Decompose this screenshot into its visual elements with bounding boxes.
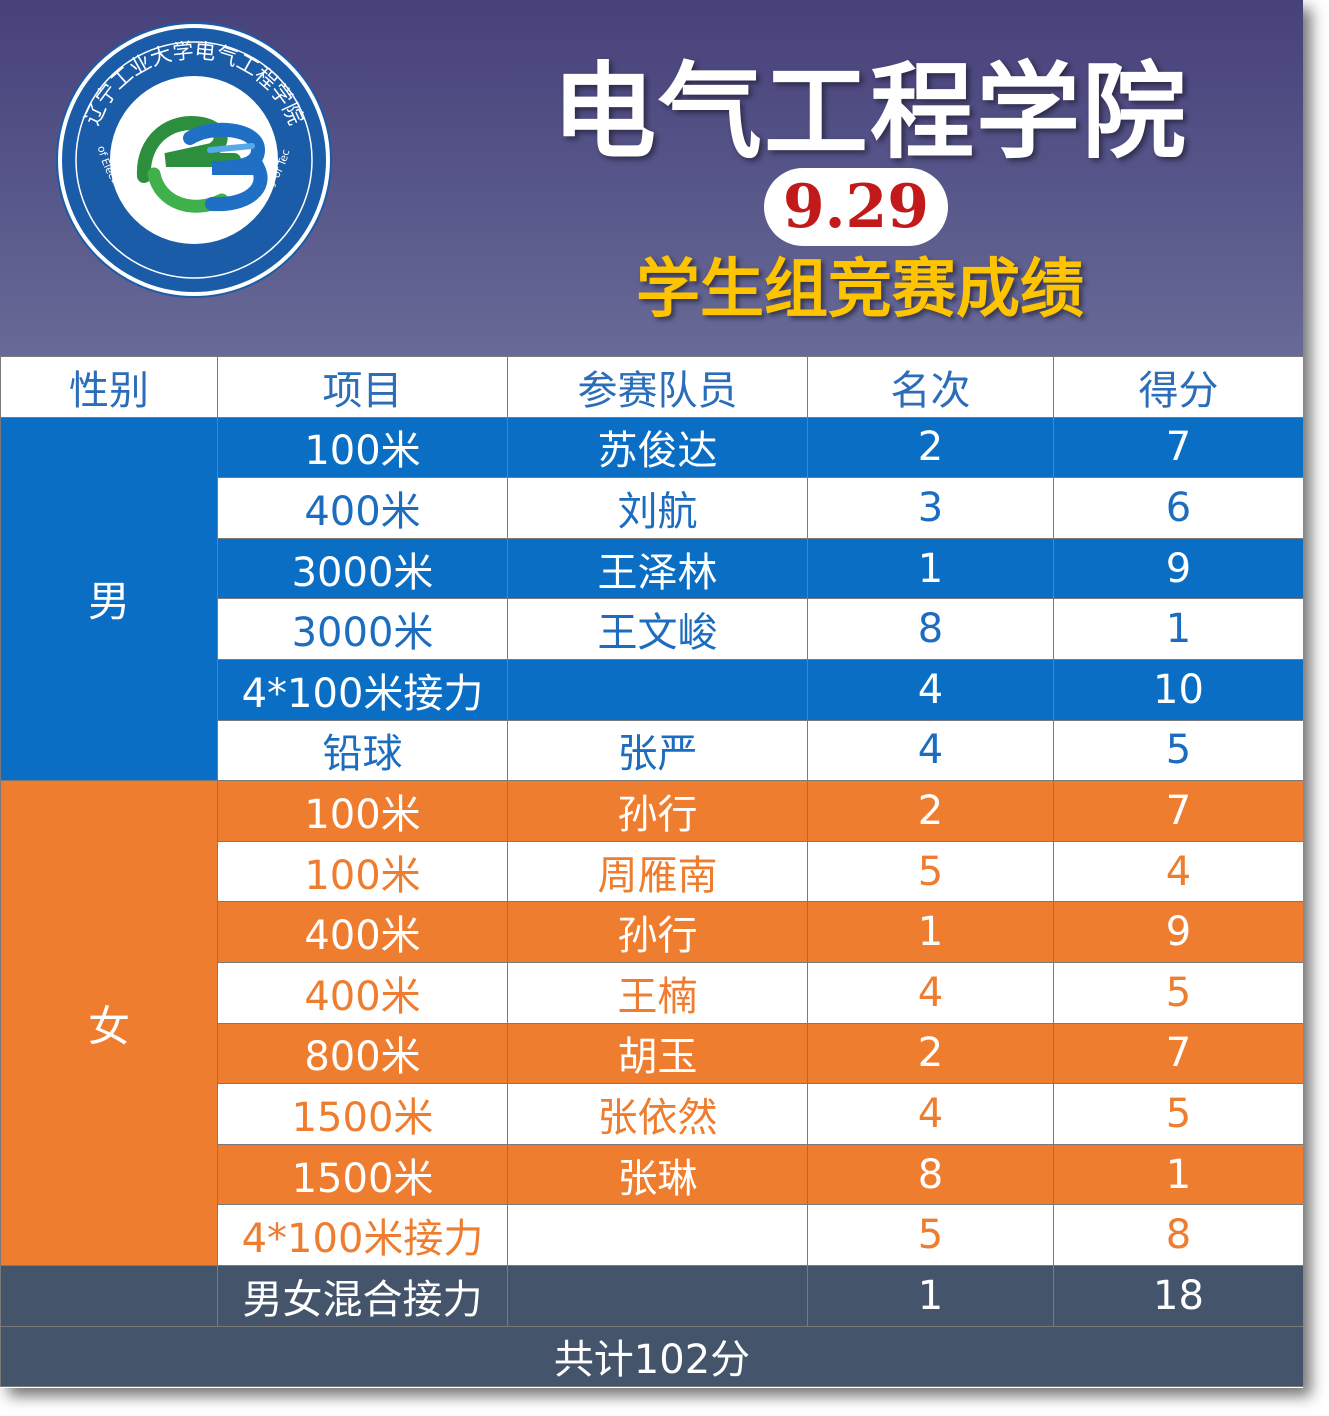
rank-cell: 1 [807, 537, 1054, 600]
rank-cell: 4 [807, 658, 1054, 721]
column-header-gender: 性别 [0, 356, 218, 418]
event-cell: 400米 [217, 477, 508, 539]
score-cell: 9 [1053, 537, 1303, 600]
athlete-cell: 苏俊达 [507, 416, 808, 479]
page-subtitle: 学生组竞赛成绩 [636, 253, 1084, 327]
athlete-cell: 刘航 [507, 477, 808, 539]
table-row: 女 100米 孙行 2 7 [0, 780, 1303, 1266]
rank-cell: 4 [807, 961, 1054, 1024]
event-cell: 男女混合接力 [217, 1264, 508, 1327]
table-row: 男 100米 苏俊达 2 7 [0, 416, 1303, 782]
athlete-cell: 王楠 [507, 961, 808, 1024]
column-header-event: 项目 [217, 356, 508, 418]
athlete-cell: 孙行 [507, 780, 808, 842]
ee-logo-icon: 辽宁工业大学电气工程学院 School of Electrical Engine… [62, 28, 313, 279]
rank-cell: 8 [807, 598, 1054, 660]
score-cell: 18 [1053, 1264, 1303, 1327]
athlete-cell [507, 1264, 808, 1327]
event-cell: 4*100米接力 [217, 658, 508, 721]
table-row: 1500米 张琳 8 1 [1, 1143, 1303, 1206]
event-cell: 100米 [217, 416, 508, 479]
score-cell: 1 [1053, 1143, 1303, 1206]
athlete-cell: 张严 [507, 719, 808, 782]
event-cell: 3000米 [217, 537, 508, 600]
header-banner: 辽宁工业大学电气工程学院 School of Electrical Engine… [0, 0, 1303, 356]
event-cell: 3000米 [217, 598, 508, 660]
score-cell: 5 [1053, 719, 1303, 782]
column-header-athlete: 参赛队员 [507, 356, 808, 418]
rank-cell: 1 [807, 901, 1054, 963]
athlete-cell: 张依然 [507, 1083, 808, 1145]
event-cell: 铅球 [217, 719, 508, 782]
results-table: 性别 项目 参赛队员 名次 得分 男 100米 苏俊达 2 7 400米 刘航 … [0, 356, 1303, 1388]
table-row: 100米 周雁南 5 4 [1, 840, 1303, 903]
rank-cell: 5 [807, 840, 1054, 903]
athlete-cell: 胡玉 [507, 1022, 808, 1085]
table-row: 400米 王楠 4 5 [1, 961, 1303, 1024]
event-cell: 100米 [217, 840, 508, 903]
score-cell: 1 [1053, 598, 1303, 660]
athlete-cell: 王文峻 [507, 598, 808, 660]
gender-cell-female: 女 [0, 780, 218, 1266]
event-cell: 400米 [217, 901, 508, 963]
event-cell: 1500米 [217, 1143, 508, 1206]
athlete-cell: 王泽林 [507, 537, 808, 600]
athlete-cell: 孙行 [507, 901, 808, 963]
rank-cell: 8 [807, 1143, 1054, 1206]
rank-cell: 1 [807, 1264, 1054, 1327]
page-title: 电气工程学院 [551, 51, 1188, 173]
column-header-score: 得分 [1053, 356, 1303, 418]
mixed-relay-row: 男女混合接力 1 18 [0, 1264, 1303, 1327]
score-cell: 9 [1053, 901, 1303, 963]
score-cell: 7 [1053, 1022, 1303, 1085]
athlete-cell: 周雁南 [507, 840, 808, 903]
mixed-gender-cell [0, 1264, 218, 1327]
athlete-cell: 张琳 [507, 1143, 808, 1206]
score-cell: 6 [1053, 477, 1303, 539]
table-row: 3000米 王泽林 1 9 [1, 537, 1303, 600]
table-row: 铅球 张严 4 5 [1, 719, 1303, 782]
event-cell: 1500米 [217, 1083, 508, 1145]
date-badge: 9.29 [764, 168, 948, 246]
total-row: 共计102分 [0, 1325, 1303, 1388]
total-score: 共计102分 [0, 1325, 1303, 1388]
table-row: 3000米 王文峻 8 1 [1, 598, 1303, 660]
table-row: 4*100米接力 5 8 [1, 1204, 1303, 1266]
rank-cell: 4 [807, 1083, 1054, 1145]
table-row: 4*100米接力 4 10 [1, 658, 1303, 721]
athlete-cell [507, 1204, 808, 1266]
score-cell: 7 [1053, 416, 1303, 479]
table-header-row: 性别 项目 参赛队员 名次 得分 [0, 356, 1303, 418]
event-cell: 400米 [217, 961, 508, 1024]
score-cell: 5 [1053, 1083, 1303, 1145]
column-header-rank: 名次 [807, 356, 1054, 418]
score-cell: 5 [1053, 961, 1303, 1024]
results-sheet: 辽宁工业大学电气工程学院 School of Electrical Engine… [0, 0, 1303, 1388]
score-cell: 7 [1053, 780, 1303, 842]
rank-cell: 2 [807, 416, 1054, 479]
gender-cell-male: 男 [0, 416, 218, 782]
event-cell: 4*100米接力 [217, 1204, 508, 1266]
event-cell: 100米 [217, 780, 508, 842]
rank-cell: 3 [807, 477, 1054, 539]
score-cell: 4 [1053, 840, 1303, 903]
event-cell: 800米 [217, 1022, 508, 1085]
table-row: 800米 胡玉 2 7 [1, 1022, 1303, 1085]
rank-cell: 2 [807, 1022, 1054, 1085]
rank-cell: 5 [807, 1204, 1054, 1266]
athlete-cell [507, 658, 808, 721]
score-cell: 8 [1053, 1204, 1303, 1266]
rank-cell: 4 [807, 719, 1054, 782]
table-row: 400米 孙行 1 9 [1, 901, 1303, 963]
score-cell: 10 [1053, 658, 1303, 721]
table-row: 400米 刘航 3 6 [1, 477, 1303, 539]
rank-cell: 2 [807, 780, 1054, 842]
college-logo: 辽宁工业大学电气工程学院 School of Electrical Engine… [58, 24, 330, 296]
